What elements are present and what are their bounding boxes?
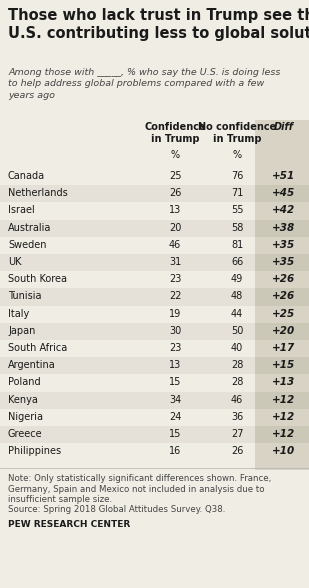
Text: +38: +38	[272, 223, 296, 233]
Text: +51: +51	[272, 171, 296, 181]
Text: 76: 76	[231, 171, 243, 181]
Text: insufficient sample size.: insufficient sample size.	[8, 495, 112, 504]
Text: Israel: Israel	[8, 205, 35, 215]
Text: Kenya: Kenya	[8, 395, 38, 405]
Text: Japan: Japan	[8, 326, 35, 336]
Bar	[255, 392, 309, 409]
Text: Italy: Italy	[8, 309, 29, 319]
Text: Among those with _____, % who say the U.S. is doing less
to help address global : Among those with _____, % who say the U.…	[8, 68, 280, 100]
Text: Confidence
in Trump: Confidence in Trump	[144, 122, 206, 143]
Bar	[0, 426, 255, 443]
Text: 26: 26	[169, 188, 181, 198]
Text: 58: 58	[231, 223, 243, 233]
Text: 50: 50	[231, 326, 243, 336]
Text: Tunisia: Tunisia	[8, 292, 41, 302]
Text: 81: 81	[231, 240, 243, 250]
Text: 28: 28	[231, 360, 243, 370]
Bar	[0, 219, 255, 237]
Text: 55: 55	[231, 205, 243, 215]
Text: %: %	[232, 150, 242, 160]
Text: Sweden: Sweden	[8, 240, 46, 250]
Text: 15: 15	[169, 377, 181, 387]
Text: South Korea: South Korea	[8, 274, 67, 284]
Bar	[0, 254, 255, 271]
Text: Source: Spring 2018 Global Attitudes Survey. Q38.: Source: Spring 2018 Global Attitudes Sur…	[8, 506, 225, 514]
Text: 20: 20	[169, 223, 181, 233]
Text: 40: 40	[231, 343, 243, 353]
Text: 19: 19	[169, 309, 181, 319]
Text: 27: 27	[231, 429, 243, 439]
Text: 13: 13	[169, 360, 181, 370]
Text: 23: 23	[169, 274, 181, 284]
Text: 15: 15	[169, 429, 181, 439]
Text: Nigeria: Nigeria	[8, 412, 43, 422]
Text: 13: 13	[169, 205, 181, 215]
Text: 34: 34	[169, 395, 181, 405]
Text: Poland: Poland	[8, 377, 40, 387]
Bar	[0, 357, 255, 375]
Text: +42: +42	[272, 205, 296, 215]
Text: 26: 26	[231, 446, 243, 456]
Text: +12: +12	[272, 429, 296, 439]
Bar	[255, 426, 309, 443]
Text: Germany, Spain and Mexico not included in analysis due to: Germany, Spain and Mexico not included i…	[8, 485, 265, 493]
Text: No confidence
in Trump: No confidence in Trump	[198, 122, 276, 143]
Text: 16: 16	[169, 446, 181, 456]
Text: +17: +17	[272, 343, 296, 353]
Text: Note: Only statistically significant differences shown. France,: Note: Only statistically significant dif…	[8, 474, 271, 483]
Text: 25: 25	[169, 171, 181, 181]
Text: +13: +13	[272, 377, 296, 387]
Text: Australia: Australia	[8, 223, 51, 233]
Text: Diff: Diff	[274, 122, 294, 132]
Text: Argentina: Argentina	[8, 360, 56, 370]
Text: +10: +10	[272, 446, 296, 456]
Bar	[255, 120, 309, 470]
Text: Canada: Canada	[8, 171, 45, 181]
Bar	[255, 357, 309, 375]
Text: Philippines: Philippines	[8, 446, 61, 456]
Text: 46: 46	[169, 240, 181, 250]
Bar	[255, 288, 309, 306]
Text: Those who lack trust in Trump see the
U.S. contributing less to global solutions: Those who lack trust in Trump see the U.…	[8, 8, 309, 41]
Bar	[255, 219, 309, 237]
Text: +12: +12	[272, 412, 296, 422]
Text: UK: UK	[8, 257, 22, 267]
Text: +35: +35	[272, 240, 296, 250]
Text: 66: 66	[231, 257, 243, 267]
Text: 24: 24	[169, 412, 181, 422]
Text: 48: 48	[231, 292, 243, 302]
Text: +12: +12	[272, 395, 296, 405]
Text: +45: +45	[272, 188, 296, 198]
Text: 36: 36	[231, 412, 243, 422]
Text: 30: 30	[169, 326, 181, 336]
Text: 46: 46	[231, 395, 243, 405]
Bar	[0, 288, 255, 306]
Text: 22: 22	[169, 292, 181, 302]
Text: +20: +20	[272, 326, 296, 336]
Text: +15: +15	[272, 360, 296, 370]
Text: +26: +26	[272, 292, 296, 302]
Bar	[255, 254, 309, 271]
Text: Netherlands: Netherlands	[8, 188, 68, 198]
Text: PEW RESEARCH CENTER: PEW RESEARCH CENTER	[8, 520, 130, 529]
Text: 31: 31	[169, 257, 181, 267]
Bar	[0, 323, 255, 340]
Text: 44: 44	[231, 309, 243, 319]
Bar	[255, 323, 309, 340]
Text: +35: +35	[272, 257, 296, 267]
Text: +25: +25	[272, 309, 296, 319]
Text: %: %	[171, 150, 180, 160]
Text: Greece: Greece	[8, 429, 43, 439]
Text: +26: +26	[272, 274, 296, 284]
Text: 23: 23	[169, 343, 181, 353]
Bar	[255, 185, 309, 202]
Text: 49: 49	[231, 274, 243, 284]
Bar	[0, 185, 255, 202]
Text: 71: 71	[231, 188, 243, 198]
Bar	[0, 392, 255, 409]
Text: South Africa: South Africa	[8, 343, 67, 353]
Text: 28: 28	[231, 377, 243, 387]
